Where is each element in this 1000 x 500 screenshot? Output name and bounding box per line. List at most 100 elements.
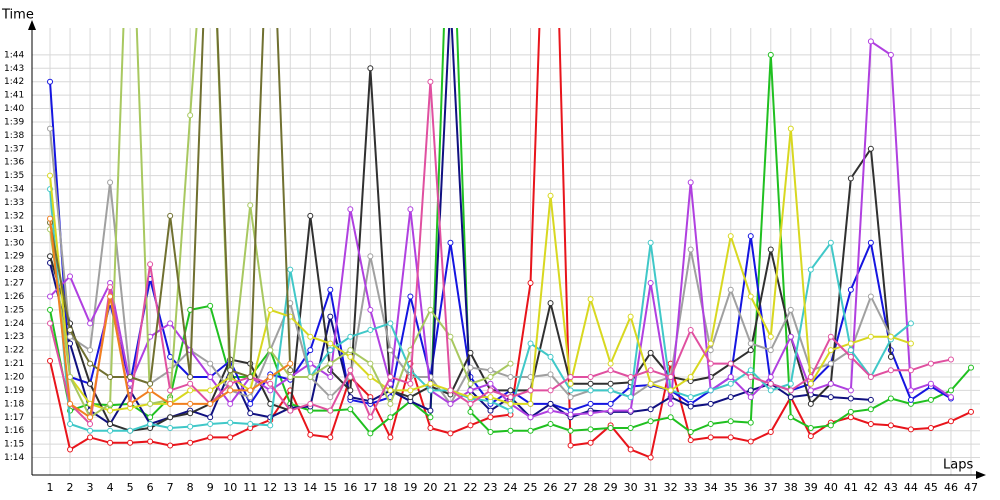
lap-marker (627, 446, 634, 453)
lap-marker (47, 215, 54, 222)
x-tick-label: 36 (744, 481, 758, 494)
lap-marker (47, 320, 54, 327)
lap-marker (747, 367, 754, 374)
y-tick-label: 1:36 (4, 158, 24, 168)
lap-marker (907, 340, 914, 347)
lap-marker (567, 387, 574, 394)
lap-marker (727, 374, 734, 381)
lap-marker (487, 367, 494, 374)
lap-marker (647, 418, 654, 425)
lap-marker (687, 437, 694, 444)
lap-marker (547, 353, 554, 360)
lap-marker (387, 387, 394, 394)
x-tick-label: 42 (864, 481, 878, 494)
lap-marker (887, 395, 894, 402)
x-tick-label: 25 (524, 481, 538, 494)
lap-marker (767, 387, 774, 394)
lap-marker (507, 427, 514, 434)
lap-marker (807, 380, 814, 387)
y-tick-label: 1:43 (4, 64, 24, 74)
x-tick-label: 31 (644, 481, 658, 494)
lap-marker (787, 125, 794, 132)
x-tick-label: 20 (423, 481, 437, 494)
lap-marker (867, 293, 874, 300)
lap-marker (467, 380, 474, 387)
y-tick-label: 1:15 (4, 440, 24, 450)
y-tick-label: 1:20 (4, 373, 24, 383)
lap-marker (267, 306, 274, 313)
lap-marker (727, 418, 734, 425)
lap-marker (747, 438, 754, 445)
lap-marker (867, 374, 874, 381)
lap-marker (367, 65, 374, 72)
lap-marker (387, 414, 394, 421)
lap-marker (587, 410, 594, 417)
lap-marker (467, 394, 474, 401)
y-tick-label: 1:35 (4, 171, 24, 181)
lap-marker (747, 374, 754, 381)
lap-marker (787, 306, 794, 313)
y-tick-label: 1:18 (4, 399, 24, 409)
lap-marker (67, 333, 74, 340)
lap-marker (787, 414, 794, 421)
lap-marker (267, 380, 274, 387)
series-line (49, 28, 871, 426)
lap-marker (467, 422, 474, 429)
lap-marker (447, 333, 454, 340)
lap-marker (107, 439, 114, 446)
lap-marker (707, 420, 714, 427)
lap-marker (347, 347, 354, 354)
lap-marker (527, 427, 534, 434)
y-tick-label: 1:34 (4, 185, 24, 195)
lap-marker (627, 394, 634, 401)
x-tick-label: 29 (604, 481, 618, 494)
lap-marker (267, 387, 274, 394)
lap-marker (907, 387, 914, 394)
lap-marker (487, 414, 494, 421)
lap-marker (127, 400, 134, 407)
lap-marker (147, 414, 154, 421)
lap-marker (407, 206, 414, 213)
lap-marker (47, 253, 54, 260)
lap-marker (747, 387, 754, 394)
series (47, 0, 974, 461)
lap-marker (887, 51, 894, 58)
lap-marker (287, 367, 294, 374)
lap-marker (47, 78, 54, 85)
lap-marker (587, 387, 594, 394)
lap-marker (187, 410, 194, 417)
lap-marker (967, 364, 974, 371)
lap-marker (687, 246, 694, 253)
lap-marker (387, 374, 394, 381)
lap-marker (727, 380, 734, 387)
lap-marker (107, 293, 114, 300)
lap-marker (487, 394, 494, 401)
lap-marker (507, 394, 514, 401)
lap-marker (587, 400, 594, 407)
lap-marker (247, 410, 254, 417)
lap-marker (767, 429, 774, 436)
lap-marker (167, 353, 174, 360)
x-tick-label: 12 (263, 481, 277, 494)
lap-marker (448, 0, 453, 4)
lap-marker (547, 420, 554, 427)
lap-marker (327, 374, 334, 381)
lap-marker (647, 367, 654, 374)
y-tick-label: 1:24 (4, 319, 24, 329)
lap-marker (527, 414, 534, 421)
lap-marker (747, 233, 754, 240)
lap-marker (567, 380, 574, 387)
lap-marker (427, 380, 434, 387)
lap-marker (847, 387, 854, 394)
lap-marker (727, 434, 734, 441)
lap-marker (967, 408, 974, 415)
x-tick-label: 1 (47, 481, 54, 494)
lap-marker (207, 434, 214, 441)
lap-marker (227, 367, 234, 374)
lap-marker (807, 374, 814, 381)
lap-marker (367, 253, 374, 260)
lap-marker (827, 422, 834, 429)
lap-marker (707, 347, 714, 354)
y-tick-label: 1:44 (4, 50, 24, 60)
lap-marker (667, 400, 674, 407)
